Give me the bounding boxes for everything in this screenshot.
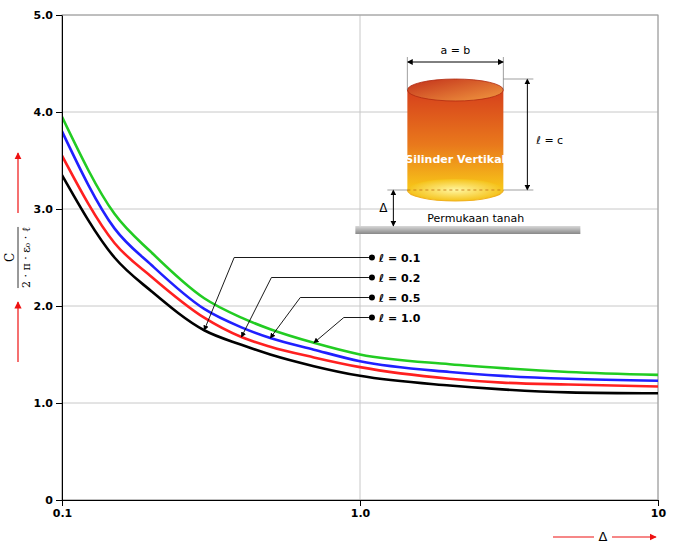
- plot-frame: [62, 15, 658, 500]
- dimension-line: [393, 190, 394, 226]
- inset-gap-label: Δ: [379, 201, 388, 215]
- legend-dot: [369, 315, 375, 321]
- chart: Silinder Vertikal a = b ℓ = c Permukaan tan…: [0, 0, 680, 550]
- y-tick-mark: [56, 306, 62, 307]
- y-title-arrow: [17, 302, 18, 362]
- y-tick-mark: [56, 500, 62, 501]
- legend-label: ℓ = 0.2: [378, 272, 421, 285]
- y-tick-label: 3.0: [34, 203, 54, 216]
- series-lines: [62, 117, 658, 393]
- x-tick-mark: [62, 500, 63, 506]
- ground: [355, 226, 580, 234]
- y-tick-mark: [56, 15, 62, 16]
- grid-line-y: [62, 112, 658, 113]
- y-tick: 4.0: [34, 106, 63, 119]
- x-title-patch: [594, 527, 612, 543]
- inset-ground-label: Permukaan tanah: [427, 212, 524, 225]
- y-tick-label: 4.0: [34, 106, 54, 119]
- y-title-denominator: 2 · π · ε₀ · ℓ: [20, 227, 33, 288]
- y-tick-mark: [56, 403, 62, 404]
- dimension-line: [527, 79, 528, 190]
- y-axis-line: [62, 16, 63, 501]
- series-line: [62, 117, 658, 375]
- x-tick-mark: [658, 500, 659, 506]
- y-axis-title: C2 · π · ε₀ · ℓ: [3, 227, 33, 288]
- x-tick: 1.0: [351, 500, 371, 520]
- y-tick: 2.0: [34, 300, 63, 313]
- legend-dot: [369, 295, 375, 301]
- extension-line: [387, 190, 407, 191]
- y-tick: 5.0: [34, 9, 63, 22]
- x-tick-mark: [360, 500, 361, 506]
- series-line: [62, 156, 658, 387]
- cylinder-body: [407, 90, 503, 190]
- y-tick: 3.0: [34, 203, 63, 216]
- grid: [62, 15, 658, 500]
- grid-line-y: [62, 403, 658, 404]
- x-axis-title: Δ: [599, 529, 608, 544]
- y-tick-label: 1.0: [34, 397, 54, 410]
- y-tick-label: 5.0: [34, 9, 54, 22]
- inset-title: Silinder Vertikal: [405, 153, 505, 166]
- y-tick-mark: [56, 209, 62, 210]
- y-tick: 0: [45, 494, 62, 507]
- extension-line: [407, 57, 408, 90]
- inset-height-label: ℓ = c: [535, 134, 563, 147]
- cylinder-bottom-dash: [407, 190, 503, 191]
- y-title-numerator: C: [3, 253, 17, 262]
- y-title-arrow: [17, 153, 18, 213]
- grid-line-y: [62, 306, 658, 307]
- cylinder-top: [407, 79, 503, 101]
- legend-label: ℓ = 0.5: [378, 292, 421, 305]
- x-tick-label: 0.1: [53, 507, 73, 520]
- legend-dot: [369, 275, 375, 281]
- x-tick-label: 10: [651, 507, 667, 520]
- y-axis: 0 1.0 2.0 3.0 4.0 5.0: [34, 9, 63, 507]
- cylinder-bottom: [407, 179, 503, 201]
- leader-line: [204, 258, 369, 331]
- leader-line: [241, 278, 369, 338]
- x-tick-label: 1.0: [351, 507, 371, 520]
- x-tick: 10: [651, 500, 667, 520]
- grid-line-y: [62, 209, 658, 210]
- legend: ℓ = 0.1 ℓ = 0.2 ℓ = 0.5 ℓ = 1.0: [204, 252, 421, 343]
- y-tick-mark: [56, 112, 62, 113]
- fraction-bar: [18, 227, 19, 288]
- extension-line: [503, 190, 533, 191]
- extension-line: [503, 57, 504, 90]
- extension-line: [503, 79, 533, 80]
- x-tick: 0.1: [53, 500, 73, 520]
- legend-label: ℓ = 0.1: [378, 252, 421, 265]
- legend-label: ℓ = 1.0: [378, 312, 421, 325]
- dimension-line: [407, 62, 503, 63]
- inset: Silinder Vertikal a = b ℓ = c Permukaan tan…: [355, 44, 580, 234]
- leader-line: [314, 318, 369, 343]
- y-tick-label: 2.0: [34, 300, 54, 313]
- legend-dot: [369, 255, 375, 261]
- x-axis: 0.1 1.0 10: [53, 500, 667, 520]
- cylinder-bottom-rim: [407, 190, 503, 201]
- y-tick: 1.0: [34, 397, 63, 410]
- y-tick-label: 0: [45, 494, 53, 507]
- series-line: [62, 131, 658, 380]
- inset-width-label: a = b: [440, 44, 470, 57]
